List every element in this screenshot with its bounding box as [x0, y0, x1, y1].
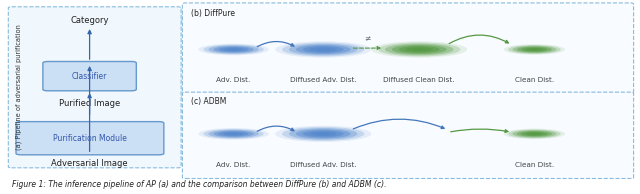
Ellipse shape: [412, 48, 426, 51]
Ellipse shape: [209, 45, 259, 54]
Ellipse shape: [517, 131, 552, 137]
FancyBboxPatch shape: [8, 7, 181, 168]
Ellipse shape: [406, 47, 433, 52]
Ellipse shape: [399, 46, 440, 53]
Ellipse shape: [282, 127, 364, 141]
Ellipse shape: [513, 130, 556, 138]
Ellipse shape: [378, 42, 460, 56]
FancyArrowPatch shape: [353, 119, 444, 129]
Ellipse shape: [223, 132, 244, 136]
Ellipse shape: [218, 47, 249, 52]
Ellipse shape: [517, 47, 552, 52]
Ellipse shape: [513, 46, 556, 53]
Text: (a) Pipeline of adversarial purification: (a) Pipeline of adversarial purification: [16, 24, 22, 150]
Ellipse shape: [214, 46, 253, 53]
Ellipse shape: [296, 45, 351, 54]
Ellipse shape: [385, 44, 454, 55]
FancyBboxPatch shape: [182, 3, 634, 93]
Text: Category: Category: [70, 16, 109, 25]
Ellipse shape: [371, 41, 467, 58]
Text: Diffused Clean Dist.: Diffused Clean Dist.: [383, 77, 455, 82]
Text: (b) DiffPure: (b) DiffPure: [191, 9, 235, 18]
Ellipse shape: [198, 44, 269, 55]
Ellipse shape: [508, 129, 561, 138]
FancyBboxPatch shape: [16, 122, 164, 155]
Text: Clean Dist.: Clean Dist.: [515, 162, 554, 168]
Ellipse shape: [521, 132, 548, 136]
Ellipse shape: [223, 48, 244, 51]
Ellipse shape: [521, 47, 548, 52]
Ellipse shape: [228, 133, 239, 135]
Ellipse shape: [310, 47, 337, 52]
Text: Purification Module: Purification Module: [53, 134, 127, 143]
Text: Figure 1: The inference pipeline of AP (a) and the comparison between DiffPure (: Figure 1: The inference pipeline of AP (…: [12, 180, 386, 189]
Ellipse shape: [282, 42, 364, 56]
Text: Purified Image: Purified Image: [59, 99, 120, 108]
FancyArrowPatch shape: [353, 47, 380, 49]
Ellipse shape: [310, 132, 337, 136]
FancyBboxPatch shape: [43, 61, 136, 91]
Ellipse shape: [303, 130, 344, 137]
Text: Diffused Adv. Dist.: Diffused Adv. Dist.: [290, 162, 356, 168]
Ellipse shape: [525, 48, 543, 51]
Ellipse shape: [198, 128, 269, 140]
Ellipse shape: [316, 48, 330, 51]
Ellipse shape: [289, 44, 358, 55]
Ellipse shape: [204, 44, 264, 55]
Ellipse shape: [275, 126, 371, 142]
FancyArrowPatch shape: [449, 35, 508, 44]
FancyBboxPatch shape: [182, 92, 634, 178]
Text: Classifier: Classifier: [72, 72, 108, 81]
Ellipse shape: [508, 45, 561, 54]
Ellipse shape: [289, 128, 358, 140]
Ellipse shape: [296, 129, 351, 139]
Ellipse shape: [275, 41, 371, 58]
Text: Adv. Dist.: Adv. Dist.: [216, 77, 251, 82]
FancyArrowPatch shape: [257, 42, 294, 47]
Ellipse shape: [303, 46, 344, 53]
FancyArrowPatch shape: [451, 129, 508, 132]
Text: Diffused Adv. Dist.: Diffused Adv. Dist.: [290, 77, 356, 82]
Ellipse shape: [504, 44, 565, 55]
Text: $\neq$: $\neq$: [363, 34, 372, 43]
Text: Adversarial Image: Adversarial Image: [51, 159, 128, 168]
Ellipse shape: [530, 133, 539, 135]
Ellipse shape: [209, 130, 259, 138]
Ellipse shape: [218, 131, 249, 136]
Text: (c) ADBM: (c) ADBM: [191, 97, 226, 106]
Text: Clean Dist.: Clean Dist.: [515, 77, 554, 82]
Ellipse shape: [504, 129, 565, 139]
Ellipse shape: [530, 49, 539, 50]
Ellipse shape: [525, 132, 543, 135]
Ellipse shape: [316, 133, 330, 135]
Ellipse shape: [392, 45, 447, 54]
Ellipse shape: [214, 131, 253, 137]
Ellipse shape: [228, 49, 239, 50]
FancyArrowPatch shape: [257, 126, 294, 131]
Ellipse shape: [204, 129, 264, 139]
Text: Adv. Dist.: Adv. Dist.: [216, 162, 251, 168]
